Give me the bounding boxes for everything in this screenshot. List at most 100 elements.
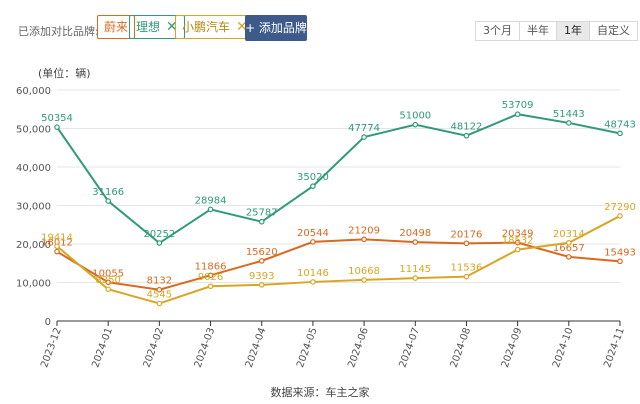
data-point bbox=[310, 279, 316, 285]
data-label: 11866 bbox=[195, 261, 227, 272]
data-label: 11145 bbox=[399, 264, 431, 275]
data-label: 20252 bbox=[143, 229, 175, 240]
data-point bbox=[566, 120, 572, 126]
range-1-year[interactable]: 1年 bbox=[556, 21, 590, 41]
data-point bbox=[105, 279, 111, 286]
y-tick-label: 50,000 bbox=[16, 125, 51, 136]
data-label: 8250 bbox=[95, 275, 120, 286]
x-tick-label: 2024-02 bbox=[142, 326, 167, 369]
brand-chip-nio[interactable]: 蔚来 bbox=[97, 15, 136, 39]
data-point bbox=[258, 218, 265, 225]
data-label: 10668 bbox=[348, 266, 380, 277]
data-point bbox=[463, 240, 470, 247]
close-icon[interactable]: ✕ bbox=[236, 19, 248, 35]
data-label: 51443 bbox=[553, 109, 585, 120]
data-point bbox=[310, 239, 316, 245]
sales-line-chart: (单位：辆) 0 10,000 20,000 30,000 40,000 50,000 60,… bbox=[16, 66, 636, 369]
x-tick-label: 2023-12 bbox=[39, 326, 64, 369]
data-label: 10055 bbox=[92, 268, 124, 279]
top-toolbar: 已添加对比品牌: 蔚来 理想 ✕ 小鹏汽车 ✕ + 添加品牌 3个月 半年 1年… bbox=[0, 0, 640, 50]
y-tick-label: 10,000 bbox=[16, 279, 51, 290]
data-point bbox=[412, 239, 419, 245]
compare-label: 已添加对比品牌: bbox=[18, 25, 99, 38]
data-point bbox=[156, 286, 163, 293]
data-point bbox=[514, 111, 521, 118]
data-point bbox=[207, 272, 214, 279]
data-label: 28984 bbox=[195, 195, 227, 206]
data-label: 9393 bbox=[249, 271, 274, 282]
data-label: 18012 bbox=[41, 238, 73, 249]
data-point bbox=[156, 300, 163, 307]
range-custom[interactable]: 自定义 bbox=[589, 21, 638, 41]
x-tick-label: 2024-09 bbox=[500, 326, 525, 369]
data-label: 11536 bbox=[451, 263, 483, 274]
data-label: 15620 bbox=[246, 247, 278, 258]
data-point bbox=[54, 124, 60, 130]
close-icon[interactable]: ✕ bbox=[166, 19, 178, 35]
data-point bbox=[617, 258, 623, 265]
data-label: 27290 bbox=[604, 202, 636, 213]
x-tick-label: 2024-11 bbox=[602, 326, 627, 369]
x-tick-label: 2024-10 bbox=[551, 326, 576, 369]
time-range-selector: 3个月 半年 1年 自定义 bbox=[475, 21, 638, 41]
data-point bbox=[207, 283, 214, 290]
data-label: 15493 bbox=[604, 247, 636, 258]
data-point bbox=[54, 248, 60, 255]
data-label: 20176 bbox=[451, 229, 483, 240]
series-line bbox=[56, 215, 621, 305]
data-label: 20314 bbox=[553, 229, 585, 240]
data-point bbox=[54, 243, 60, 250]
data-label: 18532 bbox=[502, 236, 534, 247]
x-tick-label: 2024-08 bbox=[449, 326, 474, 369]
data-label: 53709 bbox=[502, 100, 534, 111]
data-point bbox=[105, 286, 111, 293]
data-source-note: 数据来源：车主之家 bbox=[270, 386, 370, 399]
data-point bbox=[361, 134, 367, 140]
y-tick-label: 60,000 bbox=[16, 86, 51, 97]
data-label: 9026 bbox=[198, 272, 223, 283]
data-label: 47774 bbox=[348, 123, 380, 134]
data-point bbox=[412, 121, 419, 128]
data-label: 48122 bbox=[451, 122, 483, 133]
data-label: 8132 bbox=[147, 276, 172, 287]
add-brand-button[interactable]: + 添加品牌 bbox=[245, 15, 307, 41]
x-tick-label: 2024-04 bbox=[244, 326, 269, 369]
y-unit-label: (单位：辆) bbox=[38, 66, 91, 80]
data-point bbox=[617, 130, 623, 137]
data-point bbox=[310, 183, 316, 189]
series-line bbox=[56, 238, 621, 291]
data-label: 25787 bbox=[246, 208, 278, 219]
data-label: 16657 bbox=[553, 243, 585, 254]
range-half-year[interactable]: 半年 bbox=[519, 21, 557, 41]
data-point bbox=[207, 206, 214, 213]
series-line bbox=[56, 113, 621, 245]
y-tick-label: 40,000 bbox=[16, 163, 51, 174]
x-tick-label: 2024-06 bbox=[346, 326, 371, 369]
data-label: 20544 bbox=[297, 228, 329, 239]
data-label: 19414 bbox=[41, 232, 73, 243]
brand-chip-label: 小鹏汽车 bbox=[182, 20, 231, 34]
y-tick-label: 0 bbox=[45, 317, 51, 328]
brand-chip-xpeng[interactable]: 小鹏汽车 ✕ bbox=[175, 15, 255, 39]
data-label: 35020 bbox=[297, 172, 329, 183]
data-point bbox=[514, 246, 521, 253]
x-tick-label: 2024-07 bbox=[397, 326, 422, 369]
data-label: 31166 bbox=[92, 187, 124, 198]
brand-chip-label: 理想 bbox=[136, 20, 161, 34]
x-tick-label: 2024-01 bbox=[90, 326, 115, 369]
brand-chip-lixiang[interactable]: 理想 ✕ bbox=[129, 15, 185, 39]
x-tick-label: 2024-05 bbox=[295, 326, 320, 369]
data-label: 20349 bbox=[502, 229, 534, 240]
data-point bbox=[566, 239, 572, 246]
data-point bbox=[412, 275, 419, 281]
data-point bbox=[617, 213, 623, 219]
data-label: 21209 bbox=[348, 225, 380, 236]
data-point bbox=[105, 198, 111, 204]
range-3-months[interactable]: 3个月 bbox=[475, 21, 520, 41]
data-point bbox=[258, 258, 265, 264]
x-tick-label: 2024-03 bbox=[193, 326, 218, 369]
data-label: 10146 bbox=[297, 268, 329, 279]
data-point bbox=[514, 239, 521, 246]
data-point bbox=[361, 236, 367, 243]
data-label: 48743 bbox=[604, 119, 636, 130]
